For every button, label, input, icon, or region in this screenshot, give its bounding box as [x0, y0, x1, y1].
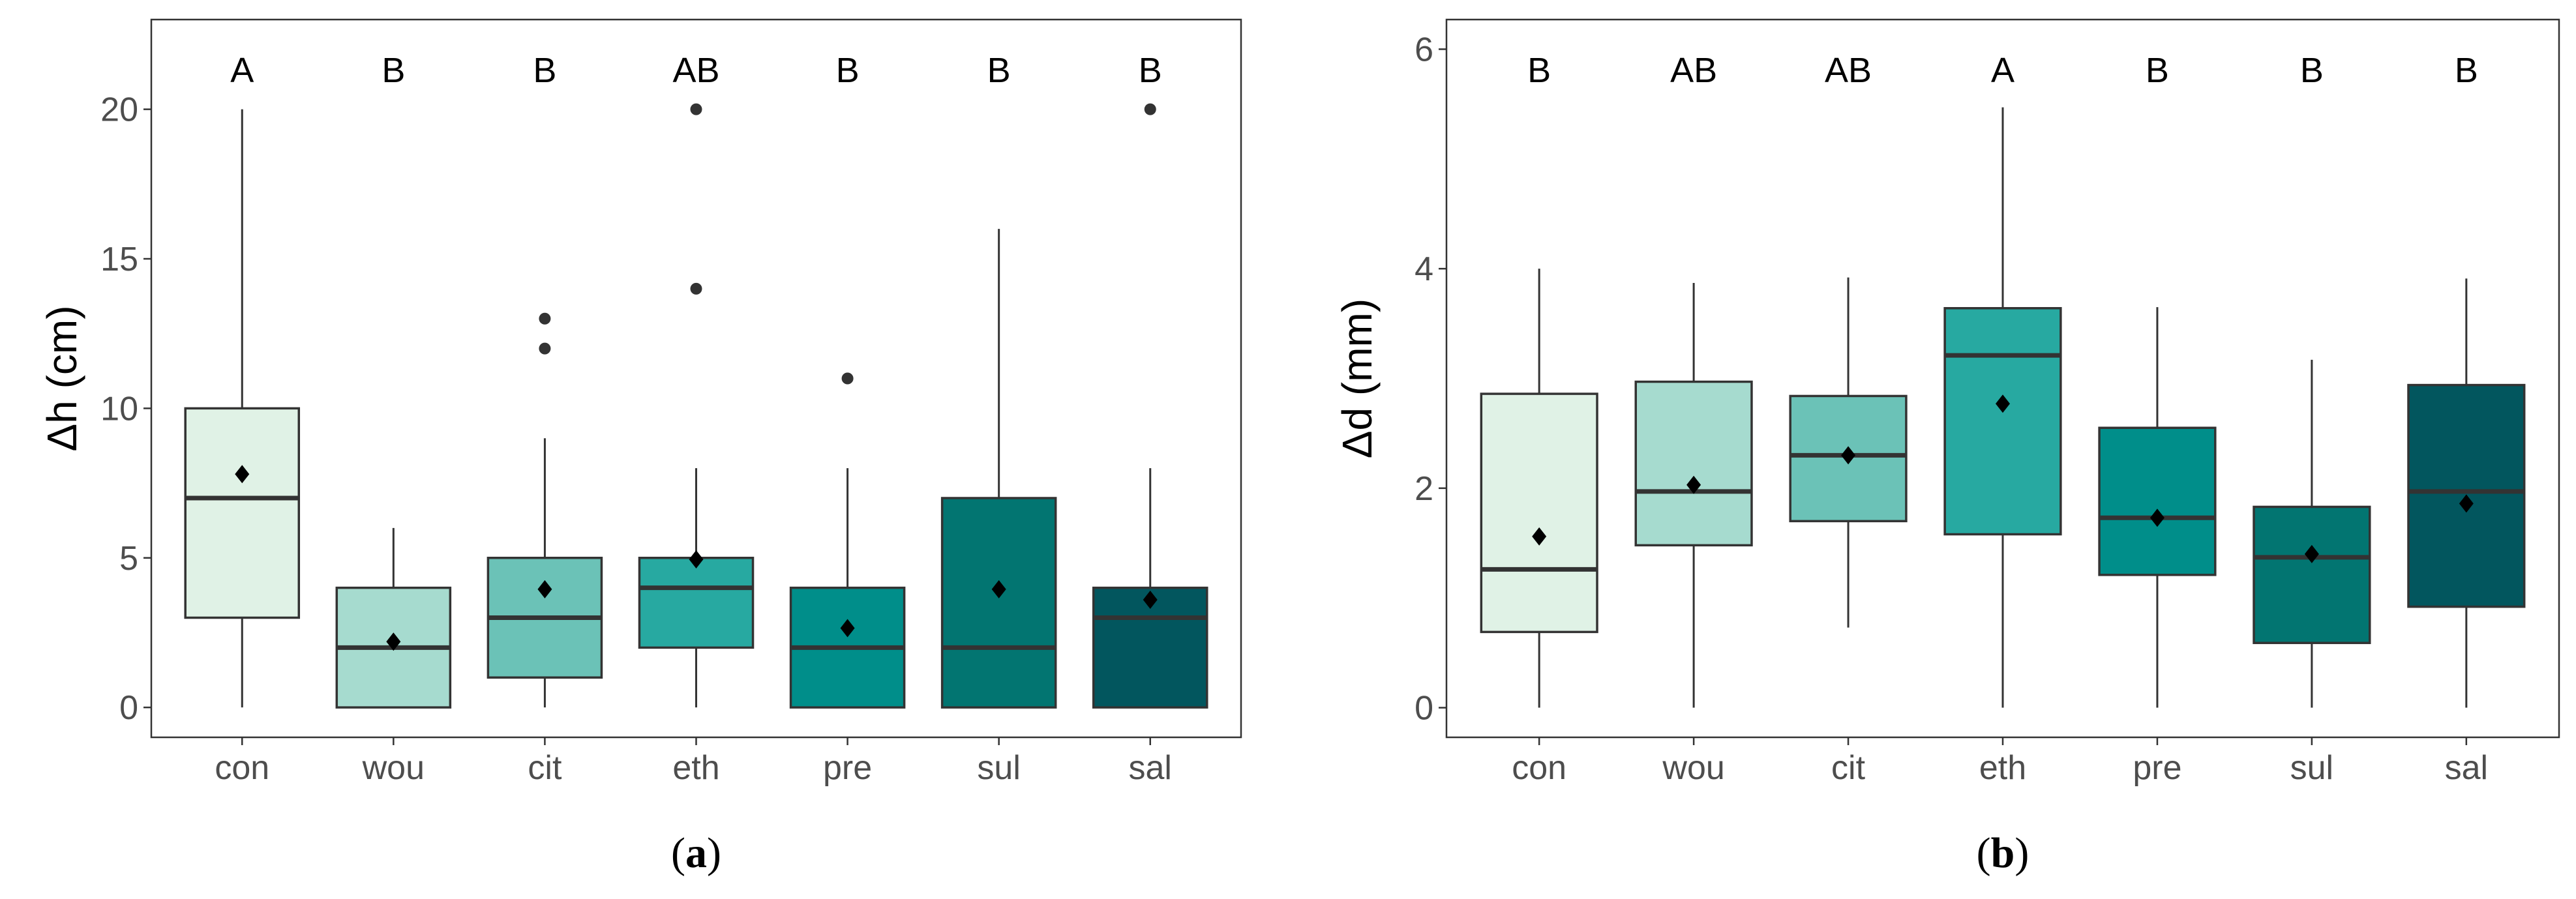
box-iqr [1480, 392, 1598, 634]
box-iqr [638, 557, 755, 649]
mean-marker [537, 580, 552, 598]
box-iqr [2098, 426, 2217, 576]
x-tick-label: pre [823, 749, 872, 787]
x-tick-label: wou [362, 749, 425, 787]
mean-marker [991, 580, 1006, 598]
y-tick-label: 4 [1415, 250, 1433, 288]
mean-marker [689, 550, 704, 569]
box-sal [1092, 103, 1208, 709]
x-tick-label: eth [1979, 749, 2026, 787]
significance-letter: B [2455, 51, 2478, 90]
panel-caption: (b) [1977, 829, 2029, 877]
box-con [1480, 269, 1598, 708]
box-sul [940, 229, 1057, 709]
significance-letter: AB [672, 51, 719, 90]
significance-letter: AB [1670, 51, 1717, 90]
box-eth [1943, 107, 2062, 708]
y-tick-label: 5 [119, 540, 138, 578]
significance-letter: A [230, 51, 254, 90]
y-tick-label: 15 [100, 241, 138, 278]
box-cit [1789, 277, 1908, 628]
x-tick-label: sul [2290, 749, 2333, 787]
x-tick-label: sal [2445, 749, 2488, 787]
y-tick-label: 10 [100, 390, 138, 428]
y-axis-title: Δd (mm) [1334, 299, 1381, 458]
significance-letter: B [1527, 51, 1551, 90]
x-tick-label: wou [1662, 749, 1724, 787]
mean-marker [386, 632, 401, 651]
x-tick-label: cit [1831, 749, 1866, 787]
y-tick-label: 6 [1415, 31, 1433, 68]
mean-marker [2149, 508, 2164, 527]
significance-letter: B [1139, 51, 1162, 90]
box-iqr [184, 407, 301, 619]
y-axis-title: Δh (cm) [38, 305, 85, 451]
box-sul [2253, 359, 2371, 708]
x-tick-label: pre [2133, 749, 2181, 787]
mean-marker [235, 465, 250, 484]
mean-marker [2459, 494, 2474, 513]
x-tick-label: sul [977, 749, 1020, 787]
box-wou [335, 527, 452, 709]
mean-marker [1841, 446, 1856, 465]
y-tick-label: 0 [119, 689, 138, 727]
box-iqr [1634, 380, 1753, 547]
significance-letter: B [533, 51, 556, 90]
significance-letter: B [2300, 51, 2324, 90]
outlier-point [841, 372, 854, 385]
mean-marker [1996, 394, 2010, 413]
outlier-point [1144, 103, 1156, 115]
box-iqr [2253, 505, 2371, 644]
outlier-point [690, 282, 702, 295]
x-tick-label: eth [672, 749, 719, 787]
y-tick-label: 2 [1415, 470, 1433, 508]
x-tick-label: cit [528, 749, 562, 787]
significance-letter: B [987, 51, 1011, 90]
mean-marker [1686, 475, 1701, 494]
box-wou [1634, 283, 1753, 708]
panel-caption: (a) [671, 829, 721, 877]
significance-letter: B [2146, 51, 2169, 90]
significance-letter: A [1991, 51, 2014, 90]
mean-marker [840, 619, 855, 638]
significance-letter: B [382, 51, 405, 90]
significance-letter: B [836, 51, 860, 90]
x-tick-label: sal [1129, 749, 1172, 787]
box-pre [789, 372, 906, 709]
mean-marker [1143, 590, 1158, 609]
box-iqr [940, 497, 1057, 709]
y-tick-label: 20 [100, 91, 138, 129]
mean-marker [1532, 527, 1547, 546]
outlier-point [690, 103, 702, 115]
box-pre [2098, 307, 2217, 708]
outlier-point [539, 312, 551, 325]
significance-letter: AB [1825, 51, 1872, 90]
x-tick-label: con [1512, 749, 1566, 787]
box-iqr [1943, 307, 2062, 536]
box-cit [487, 312, 603, 708]
box-eth [638, 103, 755, 708]
x-tick-label: con [215, 749, 269, 787]
outlier-point [539, 342, 551, 355]
y-tick-label: 0 [1415, 690, 1433, 728]
mean-marker [2304, 544, 2319, 563]
box-con [184, 109, 301, 708]
box-sal [2407, 278, 2526, 708]
